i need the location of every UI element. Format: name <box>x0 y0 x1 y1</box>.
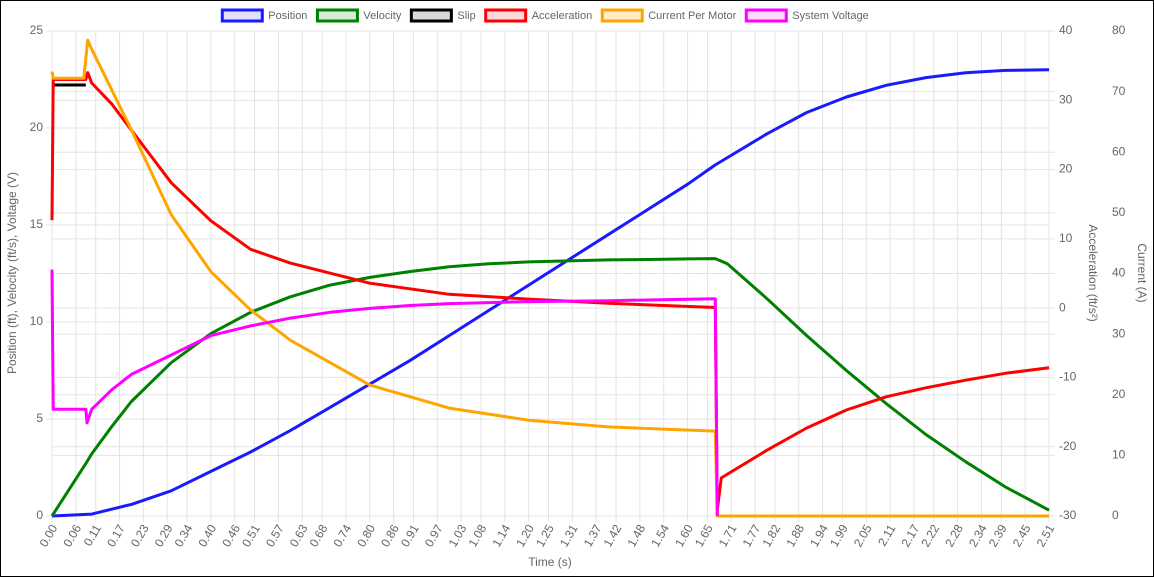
x-tick-label: 1.71 <box>716 522 740 550</box>
x-tick-label: 0.91 <box>398 522 422 550</box>
y3-tick-label: 0 <box>1112 508 1119 522</box>
x-tick-label: 1.82 <box>759 522 783 550</box>
legend-item: System Voltage <box>744 8 869 23</box>
x-tick-label: 2.45 <box>1010 522 1034 550</box>
x-tick-label: 1.54 <box>648 522 672 550</box>
x-tick-label: 1.48 <box>624 522 648 550</box>
x-tick-label: 0.23 <box>128 522 152 550</box>
legend-item: Slip <box>409 8 476 23</box>
x-tick-label: 0.74 <box>330 522 354 550</box>
legend-label: System Voltage <box>792 10 868 22</box>
x-tick-label: 0.40 <box>195 522 219 550</box>
x-tick-label: 0.97 <box>422 522 446 550</box>
legend-item: Velocity <box>315 8 402 23</box>
x-tick-label: 0.34 <box>172 522 196 550</box>
y3-tick-label: 70 <box>1112 84 1126 98</box>
legend-swatch <box>409 8 453 23</box>
y2-tick-label: 10 <box>1059 231 1073 245</box>
x-tick-label: 1.99 <box>827 522 851 550</box>
x-tick-label: 1.08 <box>466 522 490 550</box>
legend-swatch <box>315 8 359 23</box>
y-tick-label: 15 <box>30 217 44 231</box>
y-tick-label: 10 <box>30 314 44 328</box>
x-tick-label: 2.11 <box>875 522 899 549</box>
y-axis-title: Position (ft), Velocity (ft/s), Voltage … <box>5 172 19 374</box>
y2-tick-label: -30 <box>1059 508 1077 522</box>
y3-tick-label: 10 <box>1112 448 1126 462</box>
series-line <box>50 269 719 517</box>
legend-swatch <box>600 8 644 23</box>
x-tick-label: 2.39 <box>986 522 1010 550</box>
x-tick-label: 2.22 <box>918 522 942 550</box>
x-tick-label: 1.77 <box>740 522 764 550</box>
legend-label: Acceleration <box>532 10 593 22</box>
x-tick-label: 1.94 <box>807 522 831 550</box>
legend-item: Position <box>220 8 307 23</box>
y-tick-label: 5 <box>36 411 43 425</box>
legend-swatch <box>744 8 788 23</box>
x-tick-label: 2.28 <box>942 522 966 550</box>
x-axis-title: Time (s) <box>528 555 572 569</box>
x-tick-label: 1.60 <box>672 522 696 550</box>
y3-axis-title: Current (A) <box>1135 243 1149 302</box>
legend-item: Acceleration <box>484 8 593 23</box>
y3-tick-label: 30 <box>1112 326 1126 340</box>
legend-label: Current Per Motor <box>648 10 736 22</box>
x-tick-label: 0.68 <box>307 522 331 550</box>
x-tick-label: 1.14 <box>489 522 513 550</box>
legend-label: Slip <box>457 10 475 22</box>
series-line <box>50 38 1049 518</box>
y-tick-label: 0 <box>36 508 43 522</box>
y2-tick-label: -10 <box>1059 370 1077 384</box>
series-line <box>50 71 1050 512</box>
x-tick-label: 0.00 <box>37 522 61 550</box>
legend-label: Position <box>268 10 307 22</box>
x-tick-label: 0.11 <box>81 522 105 549</box>
x-tick-label: 2.34 <box>966 522 990 550</box>
x-tick-label: 0.29 <box>152 522 176 550</box>
y3-tick-label: 80 <box>1112 23 1126 37</box>
x-tick-label: 0.17 <box>104 522 128 550</box>
y3-tick-label: 40 <box>1112 266 1126 280</box>
x-tick-label: 1.20 <box>513 522 537 550</box>
legend-swatch <box>484 8 528 23</box>
x-tick-label: 2.05 <box>851 522 875 550</box>
y2-tick-label: -20 <box>1059 439 1077 453</box>
x-tick-label: 2.51 <box>1034 522 1058 550</box>
y2-tick-label: 30 <box>1059 92 1073 106</box>
y2-tick-label: 20 <box>1059 162 1073 176</box>
legend-swatch <box>220 8 264 23</box>
x-tick-label: 0.51 <box>239 522 263 550</box>
legend-item: Current Per Motor <box>600 8 737 23</box>
y-tick-label: 25 <box>30 23 44 37</box>
x-tick-label: 1.25 <box>533 522 557 550</box>
x-tick-label: 1.37 <box>581 522 605 550</box>
y2-tick-label: 40 <box>1059 23 1073 37</box>
y3-tick-label: 50 <box>1112 205 1126 219</box>
x-tick-label: 1.31 <box>557 522 581 550</box>
x-tick-label: 0.06 <box>60 522 84 550</box>
series-line <box>50 257 1050 517</box>
x-tick-label: 1.88 <box>783 522 807 550</box>
y3-tick-label: 20 <box>1112 387 1126 401</box>
x-tick-label: 1.42 <box>601 522 625 550</box>
x-tick-label: 2.17 <box>898 522 922 550</box>
legend-label: Velocity <box>363 10 401 22</box>
series-line <box>51 68 1050 518</box>
x-tick-label: 1.65 <box>692 522 716 550</box>
y-tick-label: 20 <box>30 120 44 134</box>
y2-tick-label: 0 <box>1059 300 1066 314</box>
x-tick-label: 0.80 <box>354 522 378 550</box>
y3-tick-label: 60 <box>1112 144 1126 158</box>
y2-axis-title: Acceleration (ft/s²) <box>1086 224 1100 321</box>
x-tick-label: 0.63 <box>287 522 311 550</box>
x-tick-label: 0.57 <box>263 522 287 550</box>
x-tick-label: 1.03 <box>446 522 470 550</box>
grid <box>46 30 1055 522</box>
x-tick-label: 0.86 <box>378 522 402 550</box>
x-tick-label: 0.46 <box>219 522 243 550</box>
